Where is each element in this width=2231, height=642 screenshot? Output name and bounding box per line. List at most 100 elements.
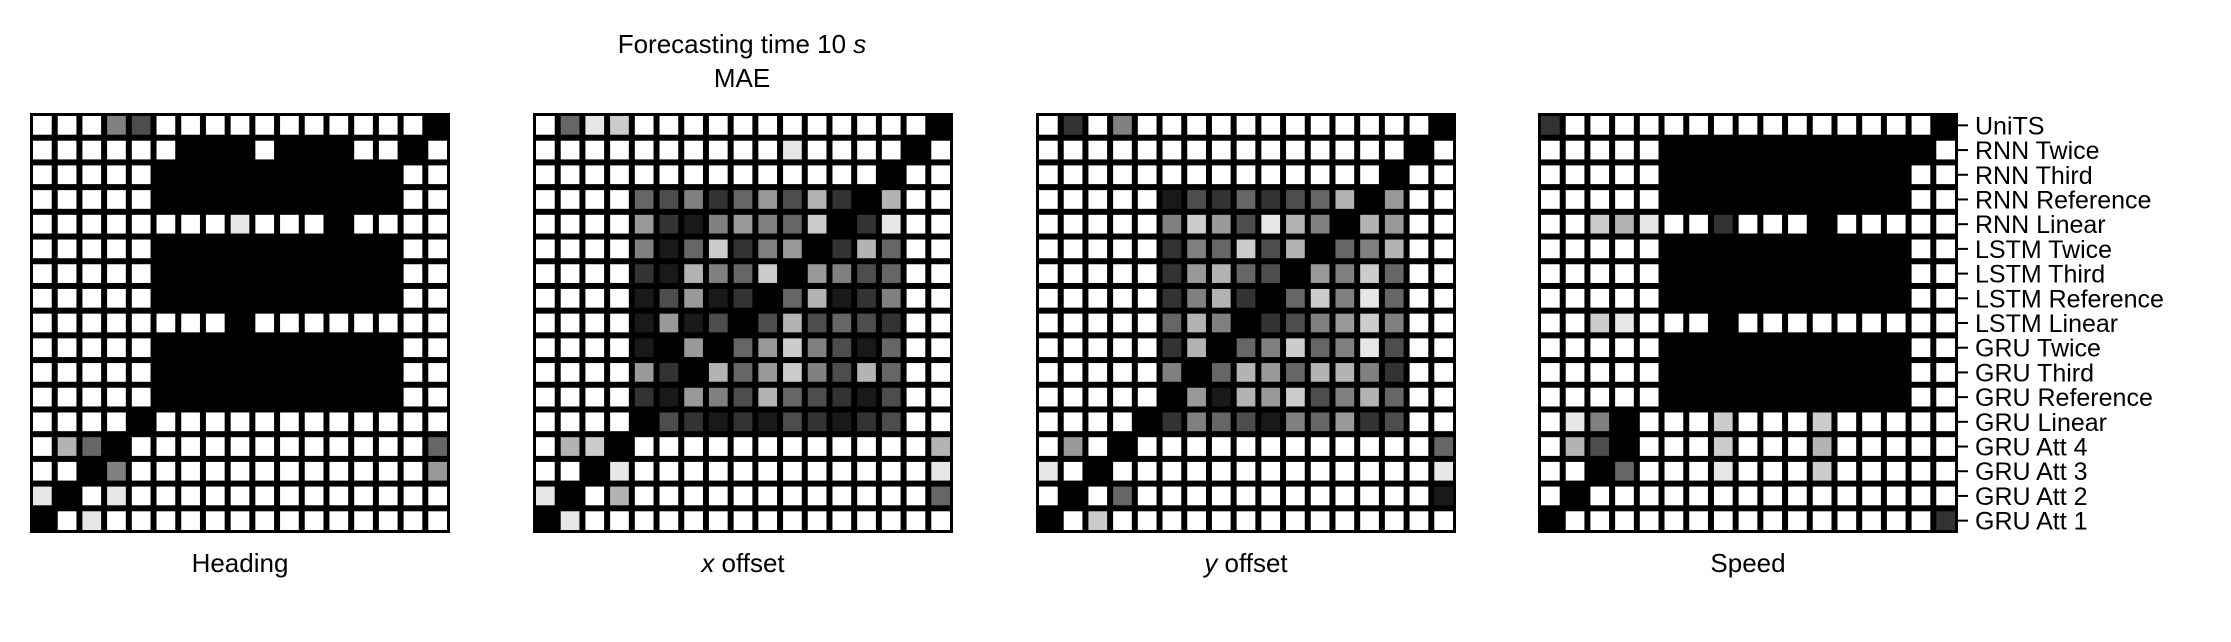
heatmap-cell (1261, 487, 1280, 506)
heatmap-cell (1541, 240, 1560, 259)
heatmap-cell (734, 215, 753, 234)
heatmap-cell (82, 412, 101, 431)
heatmap-cell (684, 314, 703, 333)
heatmap-cell (1566, 190, 1585, 209)
heatmap-cell (1088, 215, 1107, 234)
heatmap-cell (1714, 215, 1733, 234)
heatmap-cell (305, 338, 324, 357)
heatmap-cell (1714, 141, 1733, 160)
heatmap-cell (536, 240, 555, 259)
heatmap-cell (428, 240, 447, 259)
heatmap-cell (684, 437, 703, 456)
heatmap-cell (404, 190, 423, 209)
heatmap-cell (660, 388, 679, 407)
heatmap-cell (1615, 314, 1634, 333)
heatmap-cell (404, 338, 423, 357)
heatmap-cell (1788, 462, 1807, 481)
heatmap-cell (832, 141, 851, 160)
heatmap-cell (329, 190, 348, 209)
heatmap-cell (1936, 190, 1955, 209)
heatmap-cell (1665, 215, 1684, 234)
heatmap-cell (660, 363, 679, 382)
heatmap-cell (610, 165, 629, 184)
heatmap-cell (783, 141, 802, 160)
heatmap-cell (1566, 388, 1585, 407)
heatmap-cell (1410, 437, 1429, 456)
heatmap-cell (280, 116, 299, 135)
heatmap-cell (1286, 363, 1305, 382)
heatmap-cell (882, 141, 901, 160)
heatmap-cell (783, 511, 802, 530)
heatmap-cell (1739, 338, 1758, 357)
heatmap-cell (832, 289, 851, 308)
heatmap-cell (1064, 116, 1083, 135)
heatmap-cell (1788, 190, 1807, 209)
heatmap-cell (882, 462, 901, 481)
heatmap-cell (1813, 215, 1832, 234)
heatmap-cell (58, 388, 77, 407)
heatmap-cell (1064, 462, 1083, 481)
heatmap-cell (1813, 165, 1832, 184)
heatmap-cell (231, 412, 250, 431)
heatmap-cell (857, 462, 876, 481)
heatmap-cell (354, 289, 373, 308)
heatmap-cell (1261, 314, 1280, 333)
heatmap-cell (33, 412, 52, 431)
heatmap-cell (758, 511, 777, 530)
heatmap-cell (1261, 511, 1280, 530)
heatmap-cell (354, 388, 373, 407)
heatmap-cell (660, 338, 679, 357)
heatmap-cell (1862, 165, 1881, 184)
heatmap-cell (1212, 116, 1231, 135)
heatmap-cell (58, 412, 77, 431)
heatmap-cell (808, 437, 827, 456)
heatmap-cell (1887, 363, 1906, 382)
heatmap-cell (1566, 511, 1585, 530)
heatmap-cell (635, 116, 654, 135)
heatmap-cell (808, 511, 827, 530)
heatmap-cell (33, 437, 52, 456)
heatmap-cell (1541, 388, 1560, 407)
heatmap-cell (635, 487, 654, 506)
heatmap-cell (734, 314, 753, 333)
heatmap-cell (1615, 363, 1634, 382)
heatmap-cell (181, 511, 200, 530)
heatmap-cell (1689, 165, 1708, 184)
heatmap-cell (907, 462, 926, 481)
heatmap-cell (1261, 240, 1280, 259)
heatmap-cell (1566, 240, 1585, 259)
heatmap-cell (305, 388, 324, 407)
heatmap-cell (1887, 412, 1906, 431)
heatmap-cell (1665, 412, 1684, 431)
heatmap-cell (1187, 141, 1206, 160)
heatmap-cell (1187, 264, 1206, 283)
heatmap-cell (1237, 487, 1256, 506)
heatmap-cell (1138, 338, 1157, 357)
heatmap-cell (1788, 437, 1807, 456)
heatmap-cell (783, 215, 802, 234)
heatmap-cell (536, 363, 555, 382)
heatmap-cell (1739, 165, 1758, 184)
heatmap-cell (1335, 487, 1354, 506)
heatmap-cell (181, 215, 200, 234)
heatmap-cell (354, 437, 373, 456)
heatmap-cell (1640, 388, 1659, 407)
heatmap-cell (585, 264, 604, 283)
heatmap-cell (1187, 215, 1206, 234)
heatmap-cell (1335, 141, 1354, 160)
heatmap-cell (428, 511, 447, 530)
heatmap-cell (635, 240, 654, 259)
heatmap-cell (1763, 116, 1782, 135)
heatmap-cell (1360, 116, 1379, 135)
heatmap-cell (1335, 240, 1354, 259)
heatmap-cell (1163, 141, 1182, 160)
heatmap-cell (1088, 190, 1107, 209)
heatmap-cell (709, 264, 728, 283)
heatmap-cell (157, 437, 176, 456)
heatmap-cell (1813, 314, 1832, 333)
heatmap-cell (1410, 264, 1429, 283)
heatmap-cell (808, 412, 827, 431)
heatmap-cell (1434, 511, 1453, 530)
heatmap-cell (1163, 215, 1182, 234)
panel-xlabel: x offset (699, 548, 785, 578)
